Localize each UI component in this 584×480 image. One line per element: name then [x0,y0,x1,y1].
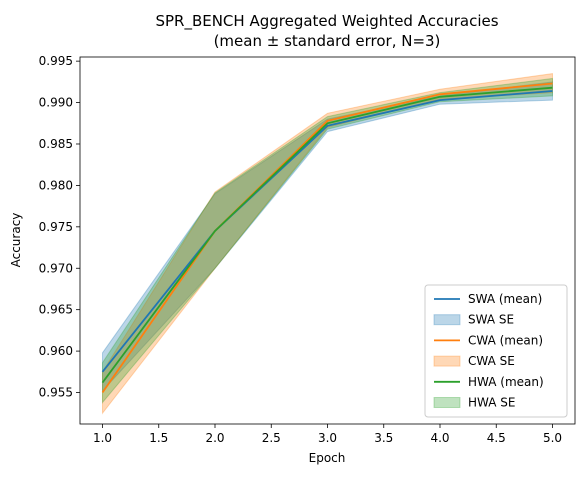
swa-mean-line [101,90,553,373]
y-axis-label: Accuracy [9,213,23,268]
hwa-se-band [102,77,553,404]
y-tick-label: 0.965 [39,303,73,317]
y-tick-label: 0.970 [39,261,73,275]
x-tick-label: 1.5 [149,431,168,445]
hwa-legend-patch [433,397,461,408]
cwa-legend-mean-label: CWA (mean) [468,333,543,347]
x-tick-label: 2.0 [205,431,224,445]
confidence-bands [102,73,553,415]
y-tick-label: 0.960 [39,344,73,358]
x-tick-label: 4.5 [487,431,506,445]
y-tick-label: 0.985 [39,137,73,151]
x-axis-ticks: 1.0 1.5 2.0 2.5 3.0 3.5 4.0 4.5 5.0 [93,424,562,445]
y-tick-label: 0.995 [39,54,73,68]
cwa-legend-patch [433,355,461,367]
y-tick-label: 0.990 [39,96,73,110]
cwa-se-band [102,73,553,415]
y-axis-ticks: 0.955 0.960 0.965 0.970 0.975 0.980 0.985 0.990… [39,54,80,400]
x-tick-label: 4.0 [430,431,449,445]
hwa-legend-se-label: HWA SE [468,396,515,410]
hwa-mean-line [101,86,553,384]
y-tick-label: 0.955 [39,386,73,400]
y-tick-label: 0.980 [39,178,73,192]
x-tick-label: 1.0 [93,431,112,445]
hwa-legend-mean-label: HWA (mean) [468,375,544,389]
chart-title-line1: SPR_BENCH Aggregated Weighted Accuracies [155,12,498,31]
x-tick-label: 3.5 [374,431,393,445]
y-tick-label: 0.975 [39,220,73,234]
chart-title-line2: (mean ± standard error, N=3) [214,32,441,50]
x-axis-label: Epoch [309,451,346,465]
cwa-mean-line [101,82,553,394]
series-lines [101,82,553,394]
x-tick-label: 5.0 [543,431,562,445]
x-tick-label: 3.0 [318,431,337,445]
swa-legend-patch [433,314,461,326]
cwa-legend-se-label: CWA SE [468,354,515,368]
x-tick-label: 2.5 [262,431,281,445]
legend-box [424,284,568,418]
swa-legend-mean-label: SWA (mean) [468,292,542,306]
swa-se-band [102,81,553,393]
legend: SWA (mean) SWA SE CWA (mean) CWA SE HWA (mea… [424,284,568,418]
swa-legend-se-label: SWA SE [468,313,514,327]
